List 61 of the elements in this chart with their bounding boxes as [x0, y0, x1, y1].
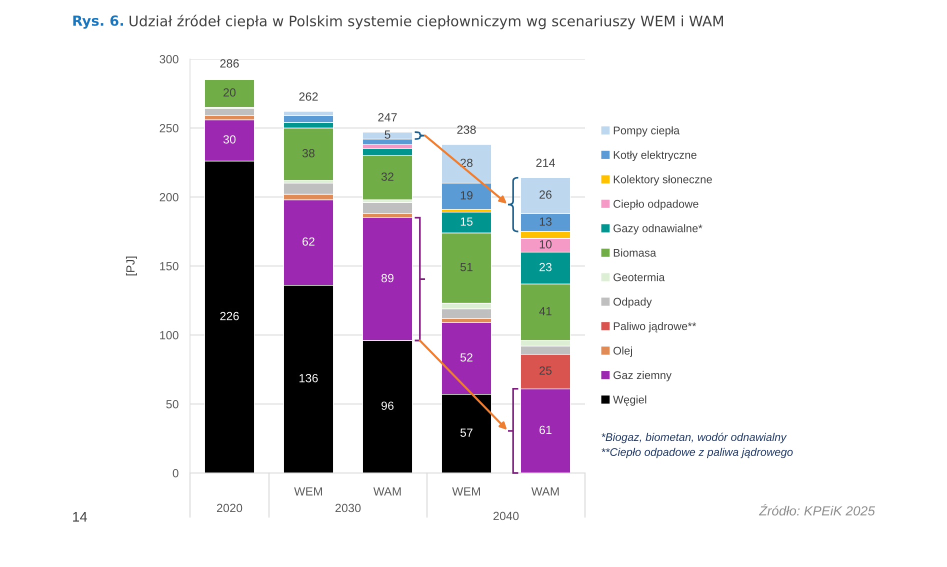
y-tick-label: 250	[160, 124, 178, 132]
legend-label: Ciepło odpadowe	[614, 200, 698, 210]
x-tick-label: WAM	[531, 487, 559, 496]
chart-subtitle: Udział źródeł ciepła w Polskim systemie ciepłowniczym wg scenariuszy WEM i WAM	[130, 14, 723, 30]
legend-label: Paliwo jądrowe**	[614, 322, 696, 332]
data-label: 26	[540, 190, 552, 199]
text: Źródło: KPEiK 2025	[758, 504, 876, 516]
legend-label: Geotermia	[614, 273, 665, 282]
x-tick-label: WAM	[373, 487, 401, 496]
total-label: 214	[536, 158, 556, 167]
total-label: 286	[220, 59, 239, 68]
data-label: 61	[540, 426, 552, 434]
data-label: 38	[302, 149, 315, 158]
x-tick-label: WEM	[294, 487, 322, 496]
y-tick-label: 150	[160, 262, 178, 270]
data-label: 23	[540, 262, 552, 272]
data-label: 52	[460, 353, 472, 362]
y-tick-label: 200	[160, 193, 178, 202]
data-label: 25	[540, 366, 552, 375]
total-label: 247	[378, 113, 397, 122]
y-tick-label: 50	[166, 400, 178, 408]
data-label: 89	[381, 274, 394, 282]
legend-label: Gaz ziemny	[614, 370, 672, 382]
text: 2030	[335, 504, 361, 512]
total-label: 262	[299, 92, 318, 101]
text: 2020	[216, 504, 242, 512]
legend-label: Kotły elektryczne	[614, 150, 696, 162]
data-label: 41	[539, 307, 552, 316]
data-label: 30	[223, 135, 236, 144]
data-label: 5	[384, 130, 390, 139]
y-axis-title: [PJ]	[126, 256, 137, 276]
legend-label: Węgiel	[613, 395, 646, 406]
data-label: 136	[300, 374, 318, 382]
data-label: 96	[381, 402, 394, 410]
total-label: 238	[457, 126, 476, 134]
legend-label: Biomasa	[614, 248, 656, 257]
text: *Biogaz, biometan, wodór odnawialny	[602, 432, 787, 444]
data-label: 13	[540, 217, 552, 226]
data-label: 20	[224, 88, 236, 97]
legend-label: Odpady	[613, 298, 652, 308]
data-label: 57	[460, 428, 472, 437]
text: 14	[73, 512, 88, 522]
data-label: 32	[381, 172, 394, 181]
legend-label: Olej	[613, 346, 632, 357]
data-label: 10	[540, 240, 552, 248]
legend-label: Pompy ciepła	[614, 126, 680, 137]
data-label: 19	[460, 191, 473, 200]
chart-title: Rys. 6.	[73, 15, 124, 29]
y-tick-label: 0	[172, 469, 178, 478]
data-label: 15	[460, 217, 473, 226]
legend-label: Kolektory słoneczne	[614, 175, 712, 186]
data-label: 62	[302, 237, 314, 246]
text: 2040	[493, 512, 519, 520]
data-label: 226	[220, 312, 239, 320]
bar	[362, 202, 413, 214]
y-tick-label: 100	[160, 331, 178, 340]
legend-label: Gazy odnawialne*	[614, 224, 702, 234]
data-label: 51	[460, 263, 472, 272]
y-tick-label: 300	[160, 55, 178, 64]
text: **Ciepło odpadowe z paliwa jądrowego	[602, 448, 793, 458]
x-tick-label: WEM	[452, 487, 480, 496]
